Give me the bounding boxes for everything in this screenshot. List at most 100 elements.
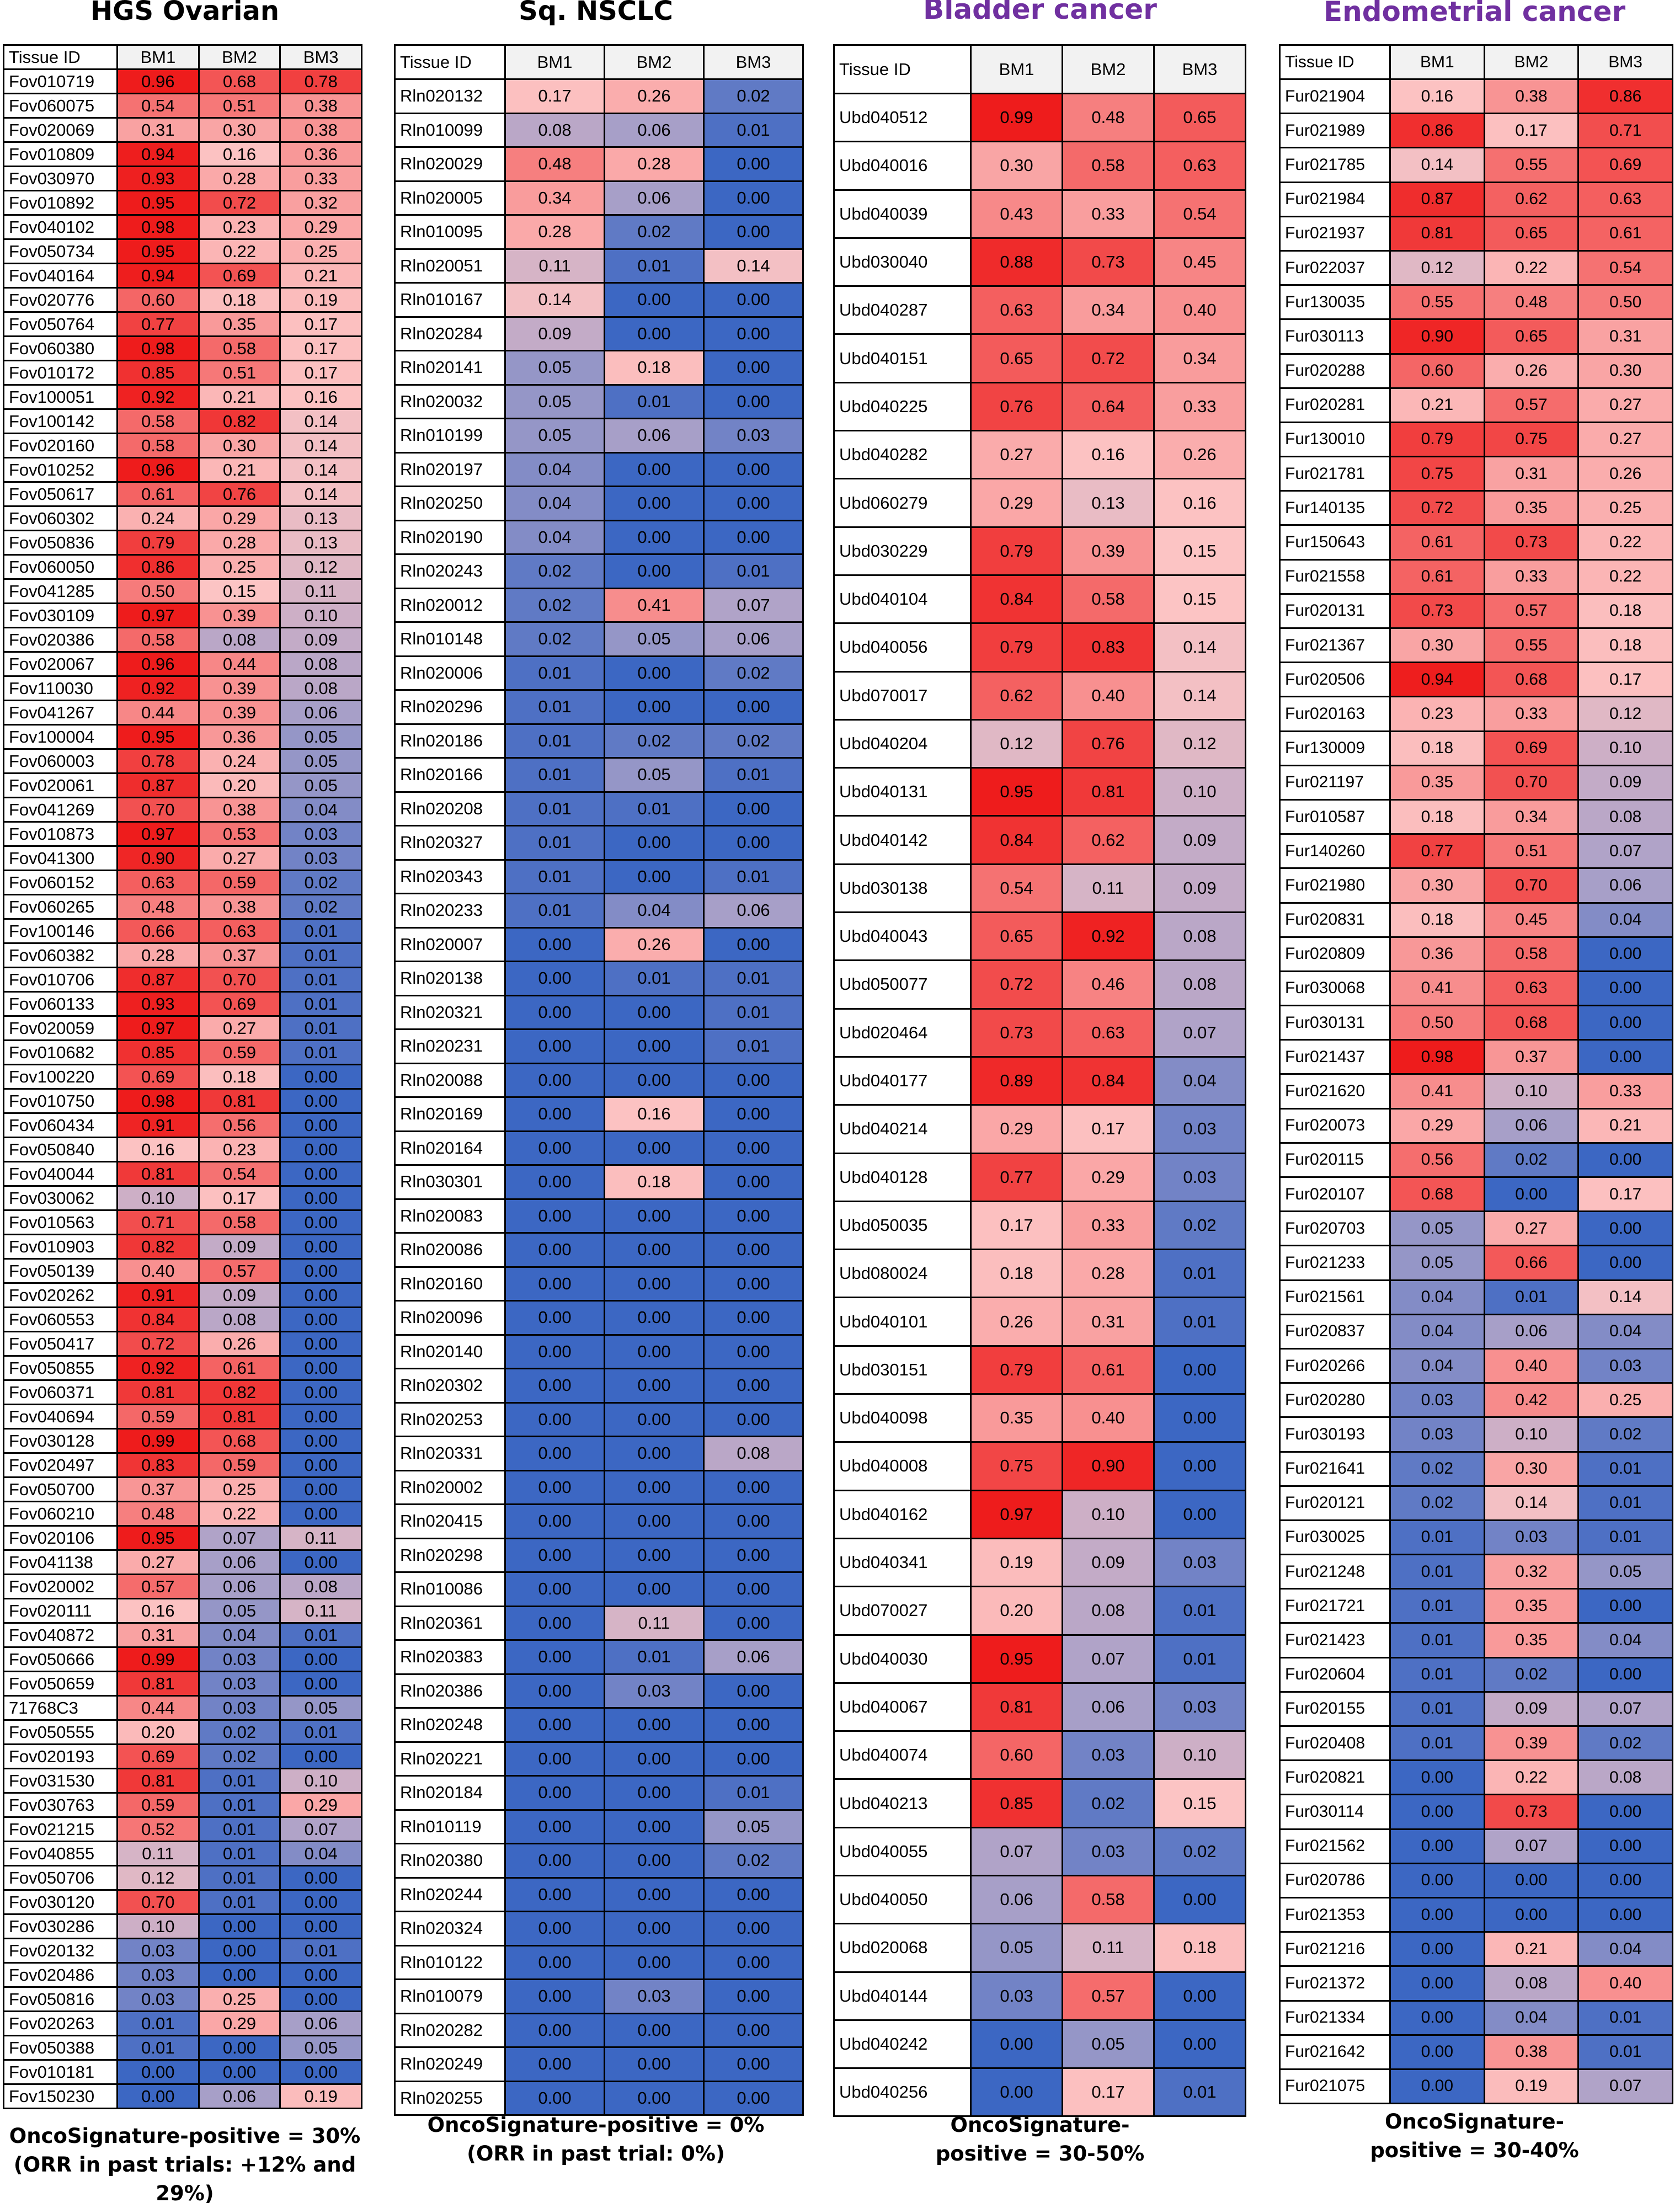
heatmap-cell-bm2: 0.58 [1062,1874,1155,1925]
table-row: Rln020233 0.01 0.04 0.06 [394,893,804,929]
heatmap-cell-bm1: 0.83 [116,1452,200,1478]
heatmap-cell-bm3: 0.26 [1153,430,1246,480]
heatmap-cell-bm3: 0.17 [279,311,362,337]
heatmap-cell-bm2: 0.29 [1062,1152,1155,1202]
table-row: Fur020837 0.04 0.06 0.04 [1279,1313,1673,1350]
heatmap-cell-bm2: 0.55 [1483,627,1580,664]
heatmap-cell-bm3: 0.02 [703,723,804,759]
tissue-id-cell: Rln020386 [394,1673,506,1709]
heatmap-cell-bm1: 0.01 [504,757,605,793]
tissue-id-cell: Fov100051 [3,384,118,410]
heatmap-cell-bm3: 0.01 [703,757,804,793]
table-row: Rln020386 0.00 0.03 0.00 [394,1673,804,1709]
heatmap-cell-bm2: 0.39 [1062,526,1155,576]
table-row: Fur021423 0.01 0.35 0.04 [1279,1622,1673,1658]
table-row: Ubd040512 0.99 0.48 0.65 [833,92,1246,143]
heatmap-cell-bm3: 0.00 [1153,1971,1246,2021]
tissue-id-cell: Fov050855 [3,1355,118,1381]
heatmap-cell-bm3: 0.02 [703,1843,804,1879]
heatmap-cell-bm1: 0.35 [1389,764,1485,801]
table-row: Rln020132 0.17 0.26 0.02 [394,78,804,114]
heatmap-cell-bm3: 0.01 [1153,1586,1246,1636]
tissue-id-cell: Fov041267 [3,700,118,726]
heatmap-cell-bm3: 0.00 [279,1913,362,1939]
tissue-id-cell: Ubd030040 [833,237,972,287]
tissue-id-cell: Fur130009 [1279,730,1391,766]
column-header-bm2: BM2 [1483,44,1580,80]
tissue-id-cell: Ubd040030 [833,1634,972,1684]
heatmap-cell-bm3: 0.00 [1577,1794,1673,1830]
heatmap-cell-bm3: 0.03 [1153,1682,1246,1732]
tissue-id-cell: Fov020106 [3,1525,118,1551]
tissue-id-cell: Rln020007 [394,926,506,962]
tissue-id-cell: Ubd030229 [833,526,972,576]
heatmap-cell-bm1: 0.00 [504,1334,605,1369]
tissue-id-cell: Ubd040256 [833,2067,972,2118]
hgs-ovarian-title: HGS Ovarian [90,0,280,26]
heatmap-cell-bm1: 0.84 [970,815,1063,865]
heatmap-cell-bm2: 0.00 [604,1537,705,1573]
heatmap-cell-bm1: 0.06 [970,1874,1063,1925]
heatmap-cell-bm2: 0.08 [1483,1965,1580,2002]
heatmap-cell-bm2: 0.18 [198,287,281,313]
table-row: Rln020250 0.04 0.00 0.00 [394,486,804,521]
tissue-id-cell: Rln020029 [394,146,506,182]
tissue-id-cell: Fov050555 [3,1719,118,1745]
tissue-id-cell: Rln020298 [394,1537,506,1573]
table-row: Fov030128 0.99 0.68 0.00 [3,1428,362,1454]
tissue-id-cell: Rln020231 [394,1028,506,1064]
heatmap-cell-bm1: 0.36 [1389,936,1485,972]
tissue-id-cell: Rln020253 [394,1401,506,1437]
table-row: Fur020131 0.73 0.57 0.18 [1279,593,1673,630]
bladder-cancer-panel: Bladder cancer Tissue ID BM1 BM2 BM3 Ubd0405… [822,0,1258,2188]
table-row: Fur021248 0.01 0.32 0.05 [1279,1554,1673,1590]
tissue-id-cell: Rln020248 [394,1707,506,1743]
table-row: Rln020197 0.04 0.00 0.00 [394,451,804,487]
heatmap-cell-bm3: 0.01 [1577,1519,1673,1556]
heatmap-cell-bm2: 0.70 [1483,867,1580,904]
heatmap-cell-bm3: 0.00 [279,1379,362,1405]
table-row: Fov010563 0.71 0.58 0.00 [3,1209,362,1235]
heatmap-cell-bm3: 0.00 [1153,1489,1246,1539]
heatmap-cell-bm1: 0.79 [970,526,1063,576]
table-row: Fov020132 0.03 0.00 0.01 [3,1938,362,1964]
heatmap-cell-bm1: 0.12 [116,1865,200,1891]
heatmap-cell-bm2: 0.06 [198,1574,281,1599]
tissue-id-cell: Fur010587 [1279,798,1391,835]
table-row: Fur150643 0.61 0.73 0.22 [1279,524,1673,561]
table-row: Fur021904 0.16 0.38 0.86 [1279,78,1673,115]
tissue-id-cell: Fur020408 [1279,1725,1391,1762]
heatmap-cell-bm2: 0.58 [1062,574,1155,625]
table-row: Fov030062 0.10 0.17 0.00 [3,1185,362,1211]
heatmap-cell-bm2: 0.61 [1062,1345,1155,1395]
table-row: Fov060003 0.78 0.24 0.05 [3,748,362,774]
tissue-id-cell: Rln020051 [394,248,506,284]
heatmap-cell-bm2: 0.02 [198,1743,281,1769]
heatmap-cell-bm2: 0.28 [198,166,281,191]
table-row: Ubd040214 0.29 0.17 0.03 [833,1104,1246,1154]
table-row: Fov020061 0.87 0.20 0.05 [3,772,362,798]
tissue-id-cell: Rln010119 [394,1809,506,1844]
heatmap-cell-bm1: 0.97 [970,1489,1063,1539]
tissue-id-cell: Ubd020068 [833,1923,972,1973]
heatmap-cell-bm3: 0.02 [279,870,362,895]
tissue-id-cell: Fur021904 [1279,78,1391,115]
table-row: Fur020604 0.01 0.02 0.00 [1279,1656,1673,1693]
heatmap-cell-bm2: 0.46 [1062,959,1155,1010]
heatmap-cell-bm3: 0.00 [1577,1656,1673,1693]
heatmap-cell-bm1: 0.30 [970,141,1063,191]
heatmap-cell-bm3: 0.33 [1577,1073,1673,1110]
heatmap-cell-bm3: 0.00 [279,1234,362,1260]
table-row: Rln010099 0.08 0.06 0.01 [394,112,804,148]
table-row: Ubd060279 0.29 0.13 0.16 [833,478,1246,528]
heatmap-cell-bm1: 0.79 [970,1345,1063,1395]
tissue-id-cell: Fur130010 [1279,421,1391,458]
heatmap-cell-bm3: 0.00 [279,1088,362,1114]
heatmap-cell-bm2: 0.75 [1483,421,1580,458]
heatmap-cell-bm1: 0.95 [970,1634,1063,1684]
heatmap-cell-bm3: 0.00 [703,1334,804,1369]
heatmap-cell-bm1: 0.96 [116,68,200,94]
sq-nsclc-footer: OncoSignature-positive = 0% (ORR in past… [381,2111,811,2168]
heatmap-cell-bm3: 0.01 [1577,1999,1673,2036]
table-row: Fov040694 0.59 0.81 0.00 [3,1404,362,1430]
